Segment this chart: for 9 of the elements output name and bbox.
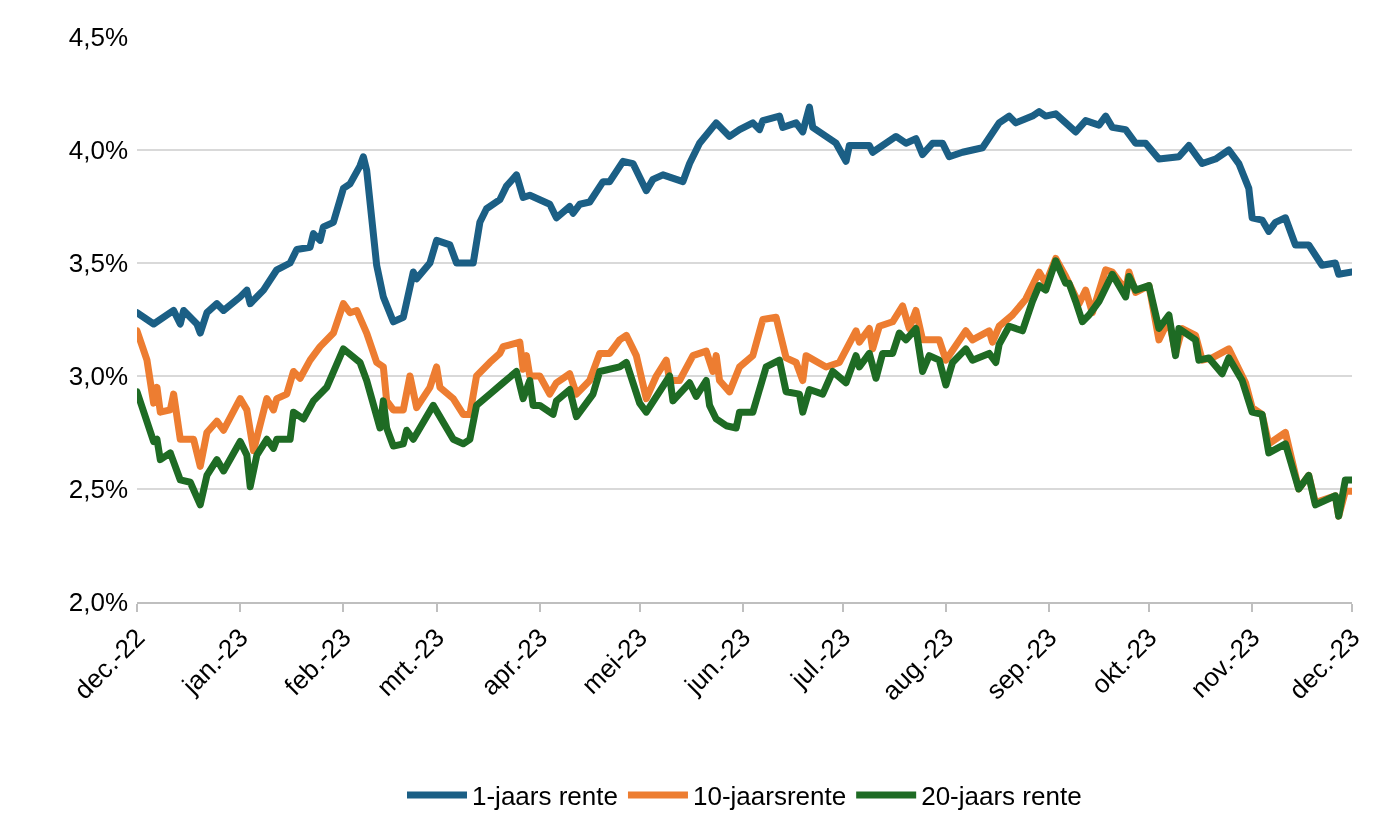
y-tick-label: 4,5% [68,22,128,53]
y-tick-label: 3,5% [68,248,128,279]
y-tick-label: 3,0% [68,361,128,392]
y-tick-label: 4,0% [68,135,128,166]
y-tick-label: 2,0% [68,587,128,618]
legend-label: 10-jaarsrente [692,781,847,812]
legend-label: 20-jaars rente [921,781,1082,812]
y-tick-label: 2,5% [68,474,128,505]
legend-label: 1-jaars rente [472,781,618,812]
